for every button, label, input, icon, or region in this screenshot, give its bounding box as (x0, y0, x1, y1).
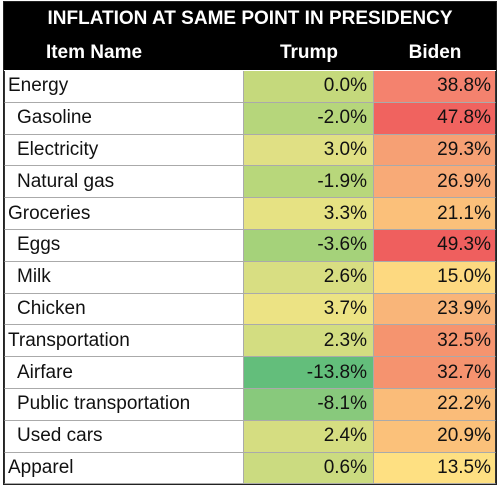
item-name: Groceries (4, 198, 244, 230)
item-name: Chicken (4, 293, 244, 326)
biden-value: 15.0% (374, 261, 496, 294)
header-cell: Trump (244, 36, 374, 70)
biden-value: 29.3% (374, 134, 496, 167)
biden-value: 20.9% (374, 420, 496, 453)
biden-value: 32.7% (374, 357, 496, 389)
item-name: Eggs (4, 230, 244, 262)
trump-value: 0.6% (244, 452, 374, 485)
item-name: Apparel (4, 452, 244, 485)
biden-value: 49.3% (374, 230, 496, 262)
trump-value: 2.6% (244, 261, 374, 294)
biden-value: 32.5% (374, 325, 496, 358)
trump-value: 3.7% (244, 293, 374, 326)
trump-value: -8.1% (244, 389, 374, 421)
title: INFLATION AT SAME POINT IN PRESIDENCY (4, 2, 496, 36)
item-name: Used cars (4, 420, 244, 453)
biden-value: 26.9% (374, 166, 496, 199)
trump-value: 3.0% (244, 134, 374, 167)
item-name: Natural gas (4, 166, 244, 199)
item-name: Milk (4, 261, 244, 294)
trump-value: -13.8% (244, 357, 374, 389)
trump-value: 2.4% (244, 420, 374, 453)
trump-value: -3.6% (244, 230, 374, 262)
item-name: Gasoline (4, 102, 244, 135)
trump-value: 0.0% (244, 71, 374, 103)
trump-value: 3.3% (244, 198, 374, 230)
item-name: Electricity (4, 134, 244, 167)
biden-value: 23.9% (374, 293, 496, 326)
biden-value: 38.8% (374, 71, 496, 103)
biden-value: 13.5% (374, 452, 496, 485)
trump-value: 2.3% (244, 325, 374, 358)
item-name: Energy (4, 71, 244, 103)
biden-value: 21.1% (374, 198, 496, 230)
item-name: Airfare (4, 357, 244, 389)
trump-value: -1.9% (244, 166, 374, 199)
biden-value: 47.8% (374, 102, 496, 135)
header-cell: Biden (374, 36, 496, 70)
header-cell: Item Name (4, 36, 244, 70)
trump-value: -2.0% (244, 102, 374, 135)
item-name: Transportation (4, 325, 244, 358)
item-name: Public transportation (4, 389, 244, 421)
biden-value: 22.2% (374, 389, 496, 421)
